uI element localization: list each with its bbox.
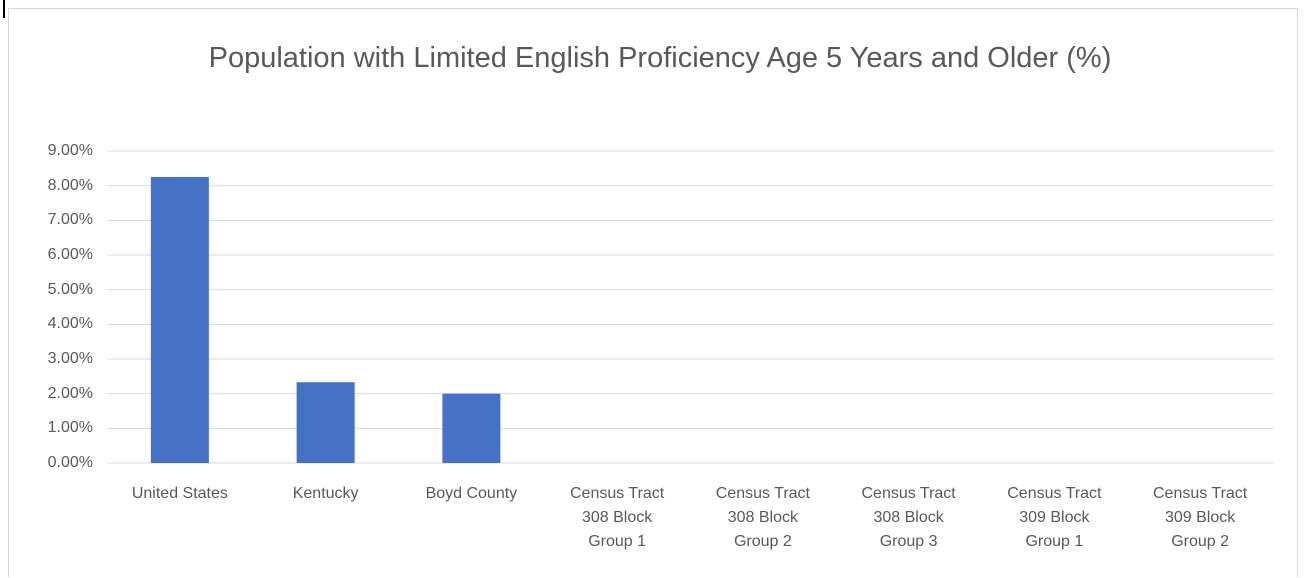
y-tick-label: 5.00% <box>47 280 93 298</box>
y-tick-label: 2.00% <box>47 384 93 402</box>
y-tick-label: 7.00% <box>47 211 93 229</box>
y-tick-label: 1.00% <box>47 419 93 437</box>
x-tick-label: Census Tract 308 Block Group 1 <box>569 485 665 550</box>
x-tick-label: Census Tract 308 Block Group 3 <box>861 485 956 550</box>
x-tick-label: Census Tract 309 Block Group 2 <box>1152 485 1248 550</box>
chart-title: Population with Limited English Proficie… <box>208 42 1112 74</box>
bar <box>442 393 501 463</box>
x-tick-label: Census Tract 308 Block Group 2 <box>715 485 810 550</box>
y-tick-label: 6.00% <box>47 246 93 263</box>
text-cursor <box>3 0 5 18</box>
y-tick-label: 0.00% <box>47 454 93 471</box>
y-tick-label: 4.00% <box>47 315 93 333</box>
y-tick-label: 8.00% <box>47 176 93 194</box>
bar <box>150 177 209 463</box>
y-tick-label: 9.00% <box>47 142 93 159</box>
bar <box>296 382 355 463</box>
x-tick-label: Boyd County <box>425 485 518 502</box>
x-tick-label: United States <box>131 485 228 502</box>
x-tick-label: Census Tract 309 Block Group 1 <box>1007 485 1102 550</box>
chart-frame <box>8 8 1298 577</box>
x-tick-label: Kentucky <box>292 485 359 502</box>
y-tick-label: 3.00% <box>47 350 93 367</box>
